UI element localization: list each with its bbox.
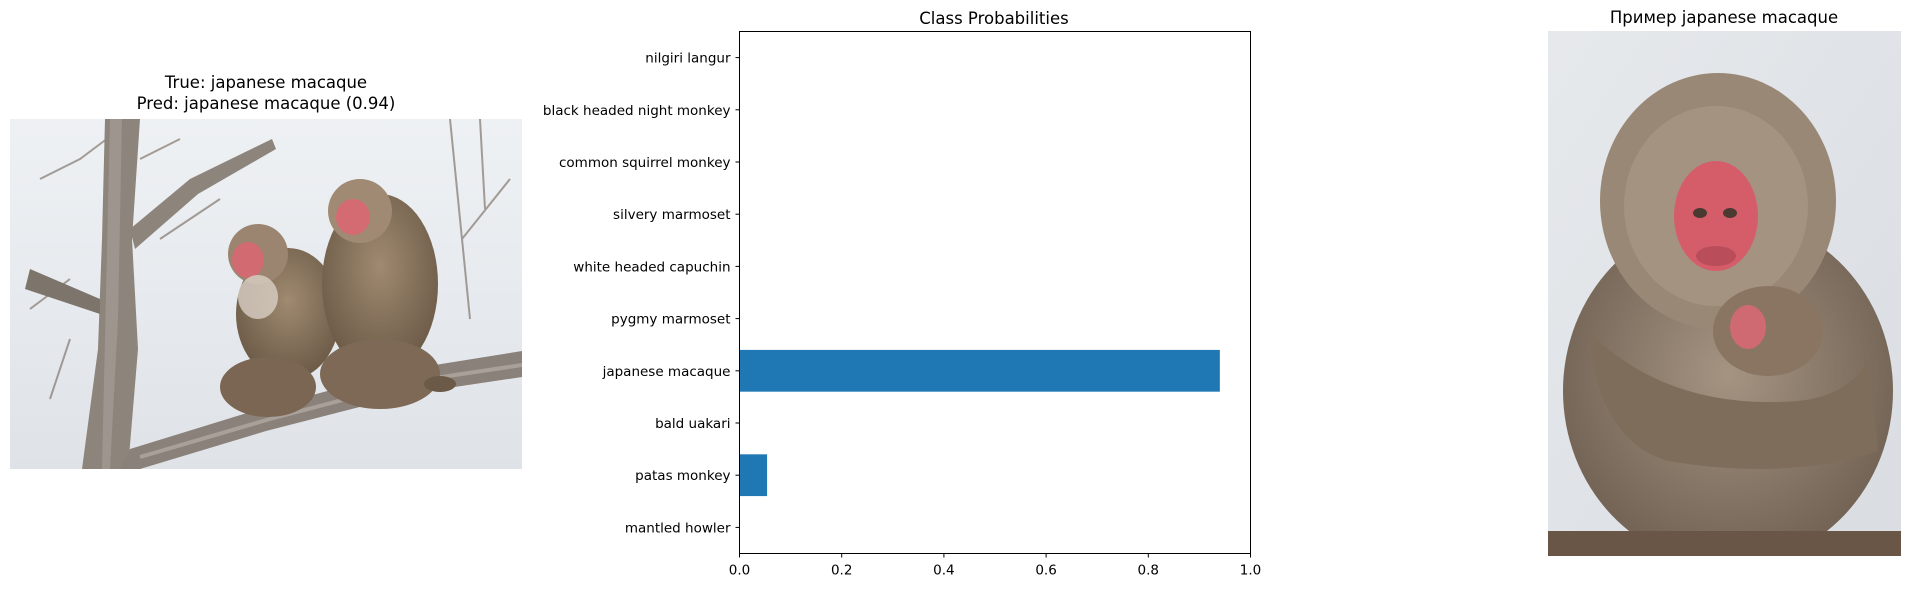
y-tick-label: japanese macaque <box>602 364 731 380</box>
left-title-true: True: japanese macaque <box>164 73 368 92</box>
chart-title: Class Probabilities <box>919 9 1068 28</box>
y-tick-label: nilgiri langur <box>645 51 731 67</box>
x-tick-label: 0.6 <box>1035 563 1056 579</box>
y-tick-label: pygmy marmoset <box>611 312 730 328</box>
bar-japanese-macaque <box>739 349 1220 392</box>
x-tick-label: 0.0 <box>729 563 750 579</box>
x-tick-label: 0.8 <box>1138 563 1159 579</box>
x-tick-label: 0.2 <box>831 563 852 579</box>
y-tick-label: common squirrel monkey <box>559 155 731 171</box>
y-tick-label: white headed capuchin <box>573 259 730 275</box>
x-tick-label: 0.4 <box>933 563 954 579</box>
bar-patas-monkey <box>739 454 768 497</box>
y-tick-label: patas monkey <box>635 468 730 484</box>
x-tick-label: 1.0 <box>1240 563 1261 579</box>
left-title-pred: Pred: japanese macaque (0.94) <box>136 94 396 113</box>
y-tick-label: mantled howler <box>625 520 731 536</box>
macaques-on-branch-image <box>10 119 522 469</box>
right-title: Пример japanese macaque <box>1609 8 1839 27</box>
y-tick-label: silvery marmoset <box>613 207 730 223</box>
chart-plot-frame <box>739 31 1251 554</box>
y-tick-label: bald uakari <box>655 416 730 432</box>
y-tick-label: black headed night monkey <box>543 103 731 119</box>
macaque-with-baby-image <box>1548 31 1901 556</box>
